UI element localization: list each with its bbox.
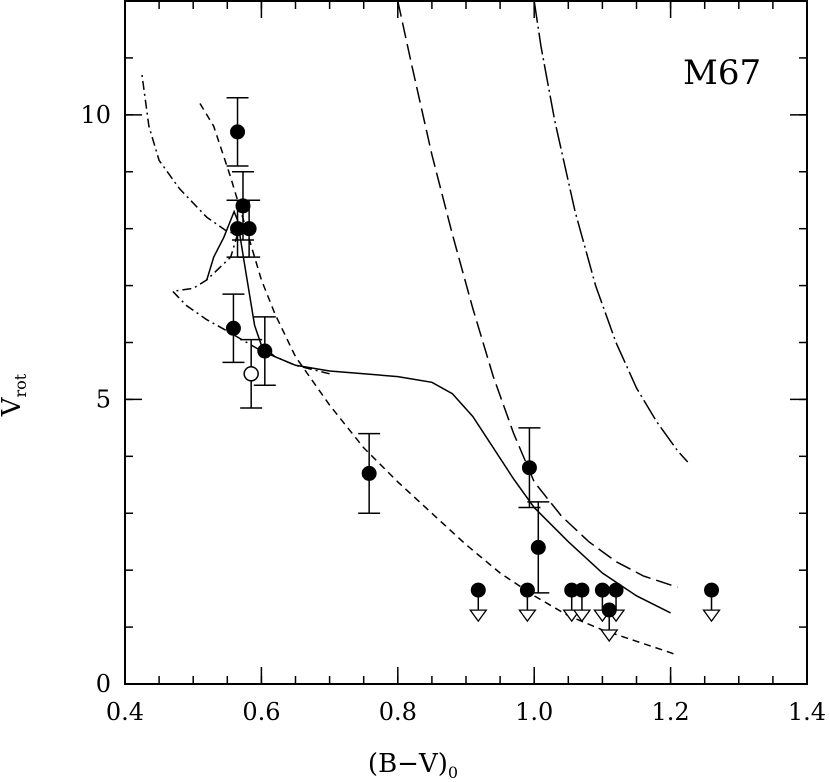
x-tick-label: 0.6 — [242, 698, 280, 726]
upper-limit-data-point — [608, 582, 624, 598]
data-point — [530, 539, 546, 555]
tick-labels: 0.4 0.6 0.8 1.0 1.2 1.4 0 5 10 — [80, 101, 826, 726]
model-curve-long-dash-dot — [533, 0, 689, 463]
open-data-point — [243, 366, 259, 382]
model-curve-long-dash — [397, 0, 678, 588]
model-curve-short-dash — [199, 103, 678, 657]
upper-limit-arrow-head — [518, 609, 537, 623]
data-point — [230, 124, 246, 140]
model-curves — [141, 0, 689, 657]
m67-annotation: M67 — [683, 53, 761, 93]
upper-limit-data-point — [470, 582, 486, 598]
x-tick-label: 1.2 — [652, 698, 690, 726]
upper-limit-data-point — [601, 602, 617, 618]
data-point — [361, 465, 377, 481]
y-tick-label: 10 — [80, 101, 111, 129]
x-tick-label: 1.0 — [515, 698, 553, 726]
upper-limit-arrow-head — [572, 609, 592, 623]
upper-limit-arrow-head — [468, 609, 488, 623]
y-tick-label: 5 — [96, 385, 111, 413]
upper-limit-data-point — [594, 582, 610, 598]
x-axis-title: (B−V)0 — [368, 749, 458, 782]
model-curve-solid — [206, 209, 671, 614]
x-axis-title-main: (B−V) — [368, 749, 448, 779]
data-point — [521, 460, 537, 476]
upper-limit-data-point — [519, 582, 535, 598]
x-tick-label: 0.4 — [106, 698, 144, 726]
upper-limit-arrow-head — [702, 609, 721, 623]
y-axis-title: Vrot — [0, 373, 30, 417]
upper-limit-data-point — [704, 582, 720, 598]
upper-limit-arrow-head — [599, 629, 619, 643]
upper-limit-data-point — [574, 582, 590, 598]
data-point — [235, 198, 251, 214]
y-axis-title-main: V — [0, 396, 27, 417]
x-tick-label: 1.4 — [788, 698, 826, 726]
data-point — [241, 221, 257, 237]
y-tick-label: 0 — [96, 670, 111, 698]
tick-marks — [124, 0, 808, 685]
y-axis-title-subscript: rot — [11, 373, 30, 397]
data-point — [257, 343, 273, 359]
data-point — [225, 320, 241, 336]
plot-frame — [124, 0, 808, 685]
x-tick-label: 0.8 — [379, 698, 417, 726]
x-axis-title-subscript: 0 — [448, 763, 458, 782]
data-points — [222, 97, 721, 643]
model-curve-dot-dash — [141, 74, 330, 375]
